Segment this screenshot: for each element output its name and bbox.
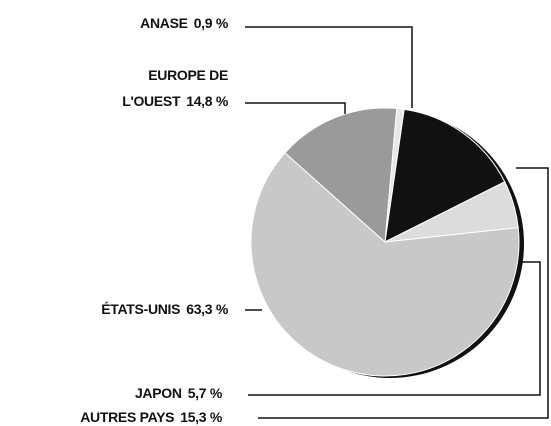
pie-slice bbox=[384, 108, 506, 243]
slice-label: JAPON 5,7 % bbox=[22, 380, 222, 406]
pie-slice bbox=[284, 107, 398, 244]
leader-line bbox=[245, 26, 413, 108]
slice-label: EUROPE DE L'OUEST 14,8 % bbox=[98, 62, 228, 114]
leader-line bbox=[248, 261, 541, 396]
leader-line bbox=[245, 102, 346, 114]
slice-label: ÉTATS-UNIS 63,3 % bbox=[28, 296, 228, 322]
slice-value: 15,3 % bbox=[180, 409, 222, 425]
leader-line bbox=[258, 167, 549, 419]
slice-label: ANASE 0,9 % bbox=[28, 10, 228, 36]
slice-name: AUTRES PAYS bbox=[80, 409, 175, 425]
slice-name: JAPON bbox=[134, 385, 182, 401]
slice-value: 5,7 % bbox=[187, 385, 223, 401]
slice-name: ÉTATS-UNIS bbox=[101, 301, 181, 317]
slice-name: EUROPE DE L'OUEST bbox=[122, 67, 228, 109]
pie-slice bbox=[250, 152, 520, 377]
slice-value: 63,3 % bbox=[186, 301, 228, 317]
slice-value: 0,9 % bbox=[193, 15, 229, 31]
slice-name: ANASE bbox=[140, 15, 188, 31]
slice-label: AUTRES PAYS 15,3 % bbox=[22, 404, 222, 426]
slice-value: 14,8 % bbox=[186, 93, 228, 109]
